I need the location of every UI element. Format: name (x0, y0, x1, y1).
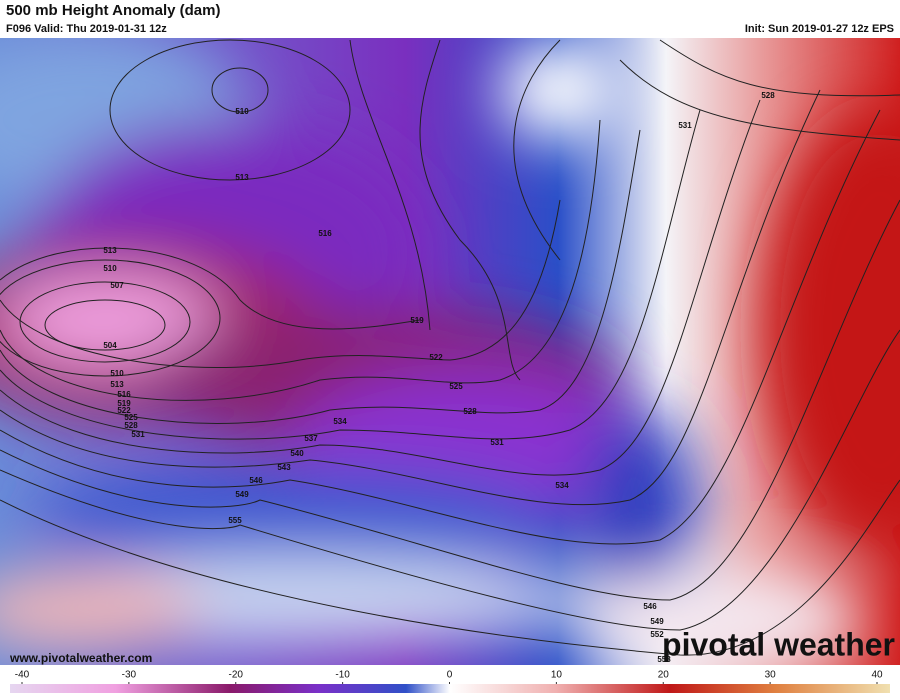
contour-label: 513 (235, 173, 249, 182)
contour-label: 531 (490, 438, 504, 447)
contour-label: 555 (228, 516, 242, 525)
contour-label: 522 (117, 406, 131, 415)
website: www.pivotalweather.com (9, 651, 152, 665)
map-field: 5105135165135105075045105135165195225255… (0, 38, 900, 665)
colorbar-tick-label: 30 (765, 670, 777, 681)
header-bar (0, 0, 900, 38)
contour-label: 546 (643, 602, 657, 611)
contour-label: 510 (103, 264, 117, 273)
colorbar-tick-label: -20 (229, 670, 244, 681)
logo: pivotal weather (662, 626, 895, 662)
colorbar-ticks: -40 -30 -20 -10 0 10 20 30 40 (15, 670, 883, 684)
colorbar-tick-label: -40 (15, 670, 30, 681)
contour-label: 519 (410, 316, 424, 325)
contour-label: 525 (449, 382, 463, 391)
colorbar (10, 684, 890, 693)
contour-label: 531 (678, 121, 692, 130)
contour-label: 522 (429, 353, 443, 362)
contour-label: 528 (463, 407, 477, 416)
contour-label: 507 (110, 281, 124, 290)
contour-label: 534 (333, 417, 347, 426)
colorbar-tick-label: 0 (447, 670, 453, 681)
contour-label: 534 (555, 481, 569, 490)
contour-label: 510 (110, 369, 124, 378)
contour-label: 540 (290, 449, 304, 458)
contour-label: 549 (650, 617, 664, 626)
colorbar-tick-label: 20 (658, 670, 670, 681)
contour-labels: 5105135165135105075045105135165195225255… (103, 91, 775, 664)
contour-label: 546 (249, 476, 263, 485)
contour-label: 549 (235, 490, 249, 499)
contour-label: 537 (304, 434, 318, 443)
contour-label: 531 (131, 430, 145, 439)
contour-label: 558 (657, 655, 671, 664)
contour-label: 525 (124, 413, 138, 422)
colorbar-tick-label: 10 (551, 670, 563, 681)
contour-label: 519 (117, 399, 131, 408)
contour-label: 528 (124, 421, 138, 430)
contour-label: 513 (103, 246, 117, 255)
map-title: 500 mb Height Anomaly (dam) (6, 2, 220, 19)
contour-label: 516 (318, 229, 332, 238)
contour-label: 543 (277, 463, 291, 472)
contour-label: 510 (235, 107, 249, 116)
contour-label: 552 (650, 630, 664, 639)
contours (0, 39, 900, 656)
colorbar-tick-label: 40 (871, 670, 883, 681)
colorbar-tick-label: -10 (335, 670, 350, 681)
contour-label: 528 (761, 91, 775, 100)
valid-time: F096 Valid: Thu 2019-01-31 12z (6, 23, 167, 35)
contour-label: 504 (103, 341, 117, 350)
colorbar-tick-label: -30 (122, 670, 137, 681)
contour-label: 516 (117, 390, 131, 399)
init-time: Init: Sun 2019-01-27 12z EPS (745, 23, 894, 35)
contour-label: 513 (110, 380, 124, 389)
